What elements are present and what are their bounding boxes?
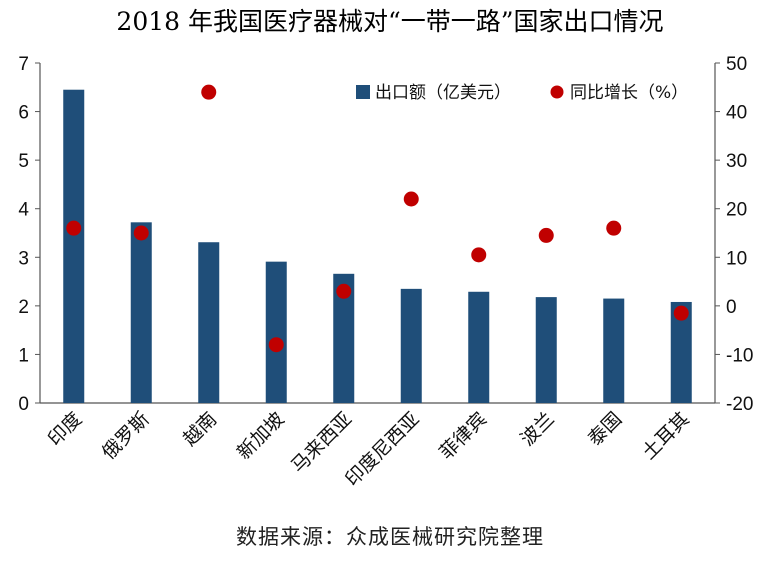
bar-1 <box>63 89 85 403</box>
growth-point-2 <box>133 225 149 241</box>
bar-7 <box>468 291 490 403</box>
bar-10 <box>670 301 692 403</box>
axes: 0 1 2 3 4 5 6 7 -20 -10 0 10 20 30 40 50 <box>18 54 753 415</box>
growth-point-8 <box>538 227 554 243</box>
legend-label-export: 出口额（亿美元） <box>375 83 511 103</box>
right-tick-label: -10 <box>726 345 753 366</box>
bar-9 <box>603 298 625 403</box>
category-label: 土耳其 <box>638 408 694 464</box>
legend-swatch-export <box>356 85 370 99</box>
left-tick-label: 4 <box>18 200 29 221</box>
legend-swatch-growth <box>550 85 564 99</box>
right-tick-label: -20 <box>726 394 753 415</box>
growth-point-7 <box>471 247 487 263</box>
right-tick-label: 0 <box>726 297 737 318</box>
category-label: 越南 <box>179 408 221 450</box>
growth-point-1 <box>66 220 82 236</box>
bar-3 <box>198 242 220 403</box>
chart-title: 2018 年我国医疗器械对“一带一路”国家出口情况 <box>116 7 663 36</box>
left-tick-label: 3 <box>18 248 29 269</box>
growth-point-5 <box>336 283 352 299</box>
right-tick-label: 20 <box>726 200 747 221</box>
left-tick-label: 5 <box>18 151 29 172</box>
growth-point-9 <box>606 220 622 236</box>
bar-8 <box>535 297 557 403</box>
legend: 出口额（亿美元） 同比增长（%） <box>356 83 688 103</box>
right-tick-label: 10 <box>726 248 747 269</box>
left-tick-label: 6 <box>18 103 29 124</box>
right-tick-label: 30 <box>726 151 747 172</box>
source-note: 数据来源：众成医械研究院整理 <box>236 525 544 549</box>
category-label: 菲律宾 <box>435 408 491 464</box>
legend-label-growth: 同比增长（%） <box>570 83 688 103</box>
category-label: 马来西亚 <box>287 408 356 477</box>
growth-points <box>66 84 689 353</box>
category-label: 波兰 <box>516 408 558 450</box>
category-label: 新加坡 <box>233 408 289 464</box>
bar-4 <box>265 261 287 403</box>
left-tick-label: 0 <box>18 394 29 415</box>
bar-2 <box>130 222 152 403</box>
left-tick-label: 7 <box>18 54 29 75</box>
right-tick-label: 50 <box>726 54 747 75</box>
category-label: 泰国 <box>584 408 626 450</box>
bar-5 <box>333 273 355 403</box>
growth-point-3 <box>201 84 217 100</box>
bars <box>63 89 692 403</box>
growth-point-4 <box>268 337 284 353</box>
growth-point-10 <box>673 305 689 321</box>
right-tick-label: 40 <box>726 103 747 124</box>
bar-6 <box>400 288 422 403</box>
left-tick-label: 1 <box>18 345 29 366</box>
left-tick-label: 2 <box>18 297 29 318</box>
category-label: 印度 <box>44 408 86 450</box>
category-label: 俄罗斯 <box>98 408 154 464</box>
growth-point-6 <box>403 191 419 207</box>
category-label: 印度尼西亚 <box>341 408 424 491</box>
